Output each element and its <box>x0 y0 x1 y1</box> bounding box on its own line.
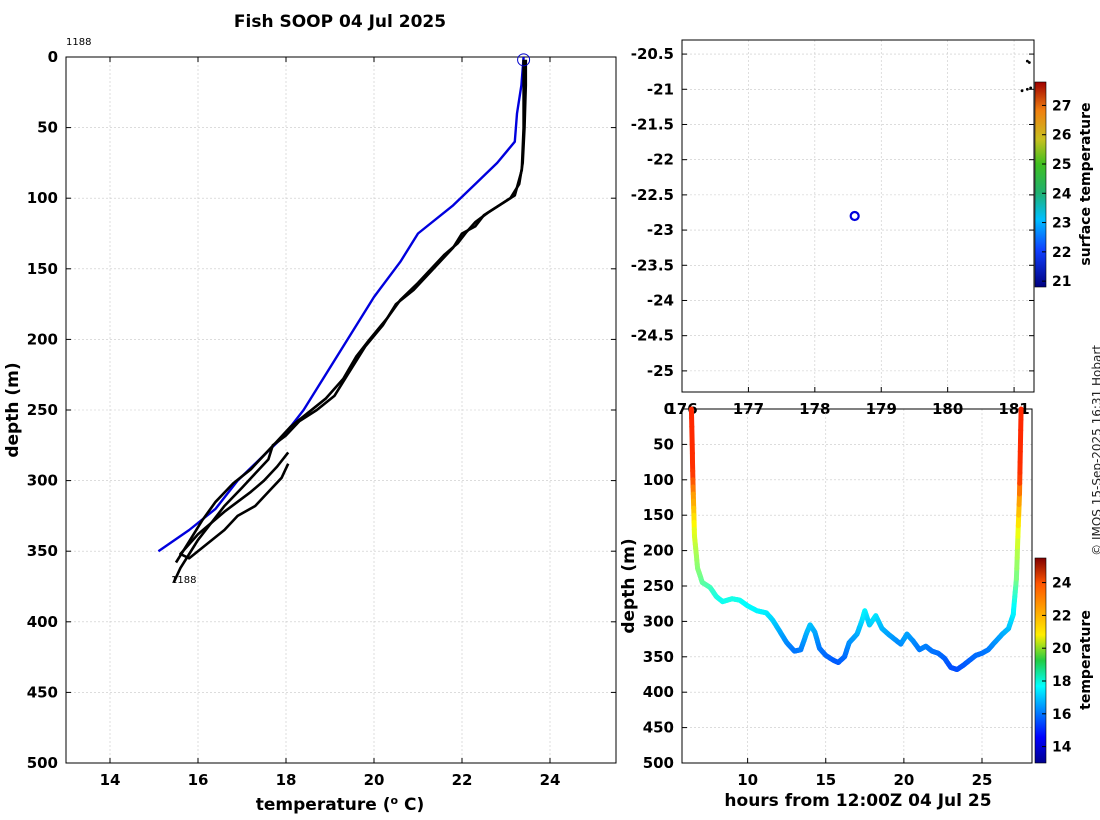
surface-colorbar-tick-label: 24 <box>1052 186 1072 202</box>
y-tick-label: 0 <box>48 48 58 66</box>
y-axis-label: depth (m) <box>3 362 23 457</box>
surface-colorbar-tick-label: 21 <box>1052 274 1071 290</box>
position-map-panel: -20.5 -21 -21.5 -22 -22.5 -23 -23.5 -24 -24.5 -25… <box>631 39 1094 418</box>
y-tick-label: 100 <box>27 189 58 207</box>
profile-grid <box>66 56 616 764</box>
lat-tick-label: -21.5 <box>631 115 674 133</box>
hours-tick-label: 25 <box>972 771 993 789</box>
surface-colorbar-tick-label: 27 <box>1052 98 1071 114</box>
y-tick-label: 500 <box>27 754 58 772</box>
y-tick-label: 50 <box>37 119 58 137</box>
surface-temperature-colorbar <box>1034 81 1047 288</box>
x-tick-label: 18 <box>276 771 297 789</box>
temperature-colorbar <box>1034 557 1047 764</box>
temperature-colorbar-tick-label: 24 <box>1052 576 1072 592</box>
lat-tick-label: -23 <box>647 221 674 239</box>
surface-colorbar-ticks: 21 22 23 24 25 26 27 <box>1042 98 1072 290</box>
credit-text: © IMOS 15-Sep-2025 16:31 Hobart <box>1090 345 1100 556</box>
depth-tick-label: 350 <box>643 648 674 666</box>
x-tick-label: 20 <box>364 771 385 789</box>
temperature-colorbar-tick-label: 14 <box>1052 740 1072 756</box>
drop-position-marker <box>849 210 860 222</box>
y-tick-label: 450 <box>27 683 58 701</box>
lat-tick-label: -22 <box>647 151 674 169</box>
temperature-colorbar-label: temperature <box>1078 610 1094 710</box>
hours-tick-label: 15 <box>815 771 836 789</box>
x-tick-label: 24 <box>540 771 561 789</box>
profile-lines <box>157 53 531 583</box>
depth-tick-label: 250 <box>643 577 674 595</box>
y-tick-label: 300 <box>27 472 58 490</box>
temperature-profile-panel: Fish SOOP 04 Jul 2025 14 16 18 20 22 24 0 50 100… <box>3 12 617 815</box>
temperature-colorbar-tick-label: 22 <box>1052 608 1071 624</box>
x-tick-label: 14 <box>100 771 121 789</box>
x-axis-label-main: temperature ( <box>256 795 391 815</box>
ship-track-point <box>1029 86 1033 90</box>
x-axis-label-unit: C) <box>398 795 424 815</box>
map-ticks: -20.5 -21 -21.5 -22 -22.5 -23 -23.5 -24 -24.5 -25… <box>631 45 1034 418</box>
lat-tick-label: -25 <box>647 362 674 380</box>
temperature-colorbar-tick-label: 16 <box>1052 707 1071 723</box>
lat-tick-label: -21 <box>647 80 674 98</box>
hours-axis-label: hours from 12:00Z 04 Jul 25 <box>724 791 991 811</box>
ship-track-point <box>1020 89 1024 93</box>
map-marks <box>849 59 1033 222</box>
depth-tick-label: 150 <box>643 506 674 524</box>
profile-label-top: 1188 <box>66 37 91 48</box>
profile-label-bottom: 1188 <box>171 575 196 586</box>
depth-time-grid <box>682 408 1032 764</box>
depth-tick-label: 50 <box>653 435 674 453</box>
series-line-xbt-drop-a <box>172 59 528 583</box>
map-axes-frame <box>681 39 1035 393</box>
hours-tick-label: 20 <box>893 771 914 789</box>
surface-colorbar-tick-label: 23 <box>1052 216 1071 232</box>
y-tick-label: 250 <box>27 401 58 419</box>
temperature-colorbar-tick-label: 20 <box>1052 641 1072 657</box>
depth-tick-label: 400 <box>643 683 674 701</box>
series-line-xbt-drop-b <box>174 59 525 564</box>
lat-tick-label: -22.5 <box>631 186 674 204</box>
temperature-colorbar-tick-label: 18 <box>1052 674 1071 690</box>
surface-colorbar-tick-label: 26 <box>1052 128 1071 144</box>
ship-track-point <box>1025 87 1029 91</box>
ship-track-point <box>1027 61 1031 64</box>
x-tick-label: 22 <box>452 771 473 789</box>
lat-tick-label: -24.5 <box>631 327 674 345</box>
surface-colorbar-tick-label: 25 <box>1052 157 1071 173</box>
y-tick-label: 200 <box>27 330 58 348</box>
depth-tick-label: 300 <box>643 612 674 630</box>
series-line-xbt-drop-c <box>179 451 290 560</box>
lat-tick-label: -20.5 <box>631 45 674 63</box>
temperature-colorbar-ticks: 14 16 18 20 22 24 <box>1042 576 1072 756</box>
ship-track-point <box>1025 59 1029 63</box>
chart-title: Fish SOOP 04 Jul 2025 <box>234 12 446 32</box>
depth-axis-label: depth (m) <box>619 538 639 633</box>
depth-tick-label: 450 <box>643 719 674 737</box>
x-tick-label: 16 <box>188 771 209 789</box>
hours-tick-label: 10 <box>737 771 758 789</box>
depth-time-track <box>688 406 1024 672</box>
surface-colorbar-tick-label: 22 <box>1052 245 1071 261</box>
lat-tick-label: -23.5 <box>631 256 674 274</box>
depth-tick-label: 100 <box>643 471 674 489</box>
x-axis-label-degree: o <box>391 794 399 807</box>
x-axis-label: temperature (o C) <box>256 794 425 815</box>
series-line-climatology <box>157 56 525 553</box>
y-tick-label: 150 <box>27 260 58 278</box>
profile-ticks: 14 16 18 20 22 24 0 50 100 150 200 250 300 350 400 450 5… <box>27 48 616 789</box>
depth-tick-label: 0 <box>664 400 674 418</box>
profile-axes-frame <box>65 56 617 764</box>
y-tick-label: 350 <box>27 542 58 560</box>
depth-tick-label: 500 <box>643 754 674 772</box>
lat-tick-label: -24 <box>647 291 674 309</box>
y-tick-label: 400 <box>27 613 58 631</box>
surface-colorbar-label: surface temperature <box>1078 102 1094 265</box>
surface-marker <box>517 53 531 67</box>
depth-tick-label: 200 <box>643 542 674 560</box>
